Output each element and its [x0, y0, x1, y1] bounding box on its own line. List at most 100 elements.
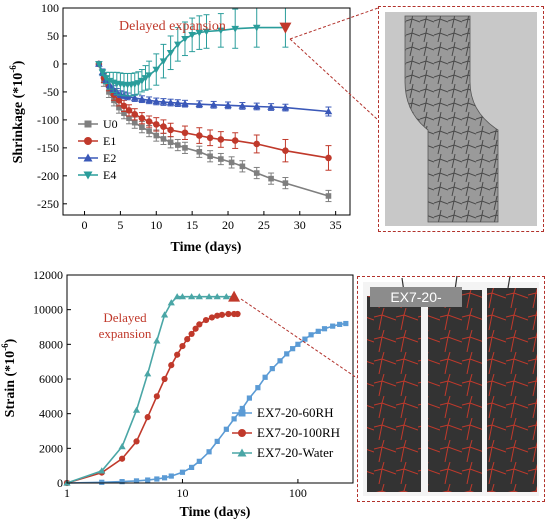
legend-marker [238, 429, 246, 437]
data-point [159, 98, 168, 105]
data-point [174, 99, 182, 106]
data-point [167, 126, 174, 134]
y-tick-label: -200 [37, 169, 59, 183]
data-point [105, 77, 114, 85]
x-axis-title: Time (days) [180, 505, 251, 520]
data-point [152, 121, 160, 128]
legend-label: E4 [103, 168, 116, 182]
data-point [141, 75, 150, 82]
y-tick-label: 100 [41, 1, 59, 15]
data-point [330, 323, 336, 329]
data-point [181, 35, 189, 43]
y-tick-label: 50 [47, 29, 59, 43]
data-point [207, 153, 213, 160]
data-point [302, 336, 308, 342]
data-point [152, 97, 161, 105]
data-point [228, 290, 241, 302]
legend-entry: E2 [78, 151, 116, 165]
legend-marker [84, 137, 92, 145]
data-point [308, 332, 314, 338]
legend-label: EX7-20-60RH [257, 405, 334, 420]
data-point [138, 95, 146, 102]
legend-label: EX7-20-100RH [257, 425, 340, 440]
photo-label: EX7-20- [370, 287, 462, 307]
data-point [184, 336, 191, 343]
y-tick-label: 8000 [39, 337, 63, 351]
data-point [290, 346, 296, 352]
data-point [95, 61, 103, 68]
x-tick-label: 5 [117, 218, 123, 232]
data-point [222, 293, 230, 300]
data-point [195, 29, 204, 37]
data-point [126, 115, 132, 122]
legend-label: EX7-20-Water [257, 445, 334, 460]
data-point [115, 97, 123, 104]
data-point [238, 102, 247, 109]
data-point [315, 328, 321, 334]
data-point [225, 310, 232, 318]
data-point [153, 393, 160, 400]
data-point [167, 139, 174, 146]
legend-entry: EX7-20-100RH [232, 425, 340, 440]
data-point [145, 477, 151, 483]
data-point [118, 443, 126, 450]
data-point [145, 118, 153, 125]
legend-entry: EX7-20-60RH [232, 405, 334, 420]
data-point [343, 320, 349, 327]
data-point [132, 406, 141, 413]
x-tick-label: 15 [186, 218, 198, 232]
legend-marker [84, 120, 92, 128]
legend: U0 E1 E2 E4 [78, 117, 118, 182]
data-point [138, 77, 146, 85]
data-point [196, 458, 202, 464]
legend-marker [83, 153, 93, 162]
data-point [209, 100, 218, 108]
chart-shrinkage: 0 5 10 15 20 25 30 35-250-200-150-100-50050100 … [8, 1, 351, 255]
legend-entry: EX7-20-Water [232, 445, 334, 460]
y-tick-label: 0 [57, 476, 63, 490]
data-point [255, 385, 261, 391]
data-point [125, 107, 133, 114]
x-tick-label: 30 [294, 218, 306, 232]
y-tick-label: 2000 [39, 441, 63, 455]
data-point [234, 310, 241, 318]
data-point [130, 94, 139, 101]
data-point [152, 66, 161, 74]
legend-marker [83, 171, 93, 180]
data-point [218, 311, 226, 318]
data-point [118, 455, 126, 462]
data-point [145, 96, 153, 104]
data-point [239, 163, 246, 170]
data-point [179, 469, 186, 475]
data-point [279, 22, 292, 34]
data-point [269, 366, 275, 372]
data-point [98, 69, 107, 77]
data-point [98, 467, 106, 474]
legend: EX7-20-60RH EX7-20-100RH EX7-20-Water [232, 405, 340, 460]
data-point [153, 337, 161, 344]
data-point [202, 316, 210, 324]
series-EX7-20-100RH [63, 310, 241, 487]
legend-label: E2 [103, 151, 116, 165]
series-line [98, 63, 329, 159]
y-tick-label: 4000 [39, 407, 63, 421]
data-point [195, 293, 203, 300]
data-point [246, 395, 252, 401]
specimen-photo-1 [385, 12, 537, 226]
legend-entry: E1 [78, 134, 116, 148]
plot-frame [62, 7, 351, 216]
data-point [134, 80, 143, 87]
x-tick-label: 100 [289, 486, 307, 500]
data-point [188, 330, 195, 338]
y-tick-label: -50 [43, 85, 59, 99]
y-tick-label: -150 [37, 141, 59, 155]
data-point [253, 170, 260, 176]
data-point [206, 449, 212, 455]
data-point [217, 27, 225, 35]
x-tick-label: 10 [176, 486, 188, 500]
annotation-expansion: expansion [99, 326, 152, 341]
legend-marker [237, 448, 247, 457]
data-point [324, 107, 333, 115]
data-point [179, 342, 186, 350]
data-point [281, 103, 290, 111]
